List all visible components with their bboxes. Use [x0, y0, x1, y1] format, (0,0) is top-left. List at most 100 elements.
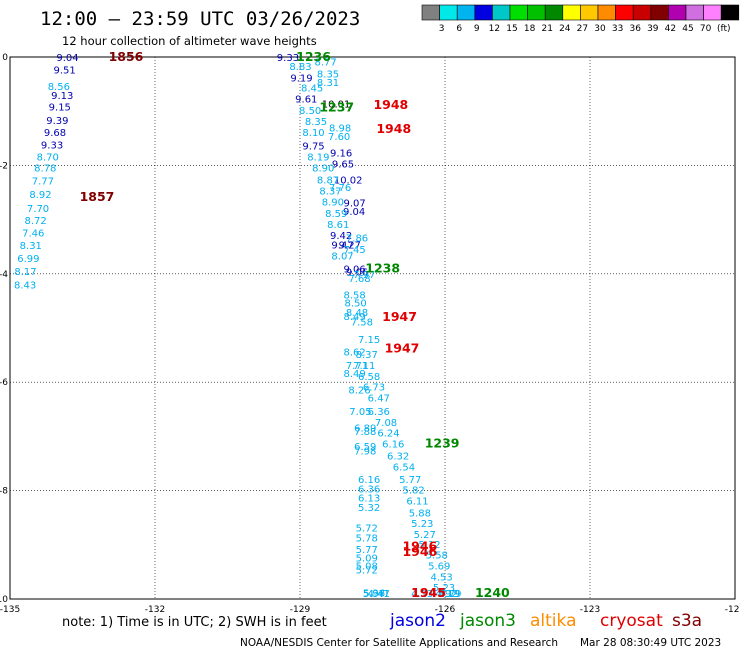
wave-height-label: 6.11: [406, 496, 428, 507]
colorbar-label: 18: [524, 24, 536, 34]
pass-time-label: 1948: [373, 97, 408, 112]
colorbar-label: 12: [489, 24, 500, 34]
wave-height-label: 8.49: [344, 369, 366, 380]
wave-height-label: 5.82: [402, 486, 424, 497]
pass-time-label: 1945: [411, 585, 446, 600]
legend-altika: altika: [530, 611, 577, 631]
wave-height-label: 7.15: [358, 335, 380, 346]
wave-height-label: 9.65: [332, 159, 354, 170]
wave-height-label: 8.35: [317, 69, 339, 80]
wave-height-label: 6.16: [382, 440, 404, 451]
wave-height-label: 5.08: [356, 561, 378, 572]
x-tick-label: -126: [435, 605, 456, 615]
wave-height-label: 8.87: [317, 176, 339, 187]
wave-height-label: 5.32: [358, 503, 380, 514]
colorbar-swatch: [421, 4, 440, 21]
wave-height-label: 8.45: [301, 83, 323, 94]
wave-height-label: 5.78: [356, 533, 378, 544]
wave-height-label: 6.54: [393, 462, 415, 473]
legend-s3a: s3a: [672, 611, 702, 631]
colorbar-swatch: [650, 4, 669, 21]
colorbar-swatch: [509, 4, 528, 21]
legend-jason2: jason2: [389, 611, 446, 631]
pass-time-label: 1947: [382, 309, 417, 324]
wave-height-label: 8.37: [356, 350, 378, 361]
wave-height-label: 9.42: [330, 231, 352, 242]
wave-height-label: 7.45: [344, 245, 366, 256]
wave-height-label: 5.23: [411, 519, 433, 530]
colorbar-unit: (ft): [717, 24, 731, 34]
pass-time-label: 1945: [411, 585, 446, 600]
wave-height-label: 6.13: [358, 494, 380, 505]
colorbar-label: 9: [474, 24, 480, 34]
colorbar-swatch: [615, 4, 634, 21]
wave-height-label: 6.24: [377, 429, 399, 440]
colorbar-swatch: [474, 4, 493, 21]
wave-height-label: 8.50: [299, 106, 321, 117]
colorbar-label: 36: [629, 24, 641, 34]
wave-height-label: 8.37: [319, 186, 341, 197]
pass-time-label: 1238: [365, 260, 400, 275]
wave-height-label: 5.36: [363, 589, 385, 600]
wave-height-label: 9.06: [344, 264, 366, 275]
wave-height-label: 9.06: [346, 268, 368, 279]
wave-height-label: 9.04: [343, 207, 365, 218]
wave-height-label: 6.58: [358, 372, 380, 383]
colorbar-swatch: [544, 4, 564, 21]
wave-height-label: 6.36: [368, 407, 390, 418]
wave-height-label: 4.13: [411, 589, 433, 600]
wave-height-label: 7.46: [22, 229, 44, 240]
wave-height-label: 9.51: [54, 66, 76, 77]
wave-height-label: 5.58: [426, 551, 448, 562]
wave-height-label: 10.01: [322, 100, 351, 111]
wave-height-label: 9.19: [290, 74, 312, 85]
colorbar-label: 27: [577, 24, 588, 34]
wave-height-label: 8.72: [25, 216, 47, 227]
wave-height-label: 7.05: [349, 407, 371, 418]
colorbar-swatch: [597, 4, 616, 21]
wave-height-label: 5.23: [433, 583, 455, 594]
wave-height-label: 9.47: [331, 241, 353, 252]
wave-height-label: 5.19: [438, 589, 460, 600]
wave-height-label: 4.41: [368, 589, 390, 600]
pass-time-label: 1947: [385, 341, 420, 356]
wave-height-label: 5.72: [356, 565, 378, 576]
y-tick-label: -4: [0, 270, 8, 280]
wave-height-label: 5.97: [363, 589, 385, 600]
colorbar-swatch: [632, 4, 652, 21]
colorbar-label: 33: [612, 24, 623, 34]
wave-height-label: 9.75: [302, 141, 324, 152]
colorbar-label: 3: [439, 24, 445, 34]
x-tick-label: -123: [580, 605, 600, 615]
colorbar-swatch: [703, 4, 722, 21]
wave-height-label: 5.72: [356, 524, 378, 535]
wave-height-label: 6.47: [368, 393, 390, 404]
wave-height-label: 8.19: [307, 152, 329, 163]
wave-height-label: 8.59: [325, 209, 347, 220]
wave-height-label: 8.07: [331, 251, 353, 262]
wave-height-label: 9.15: [49, 102, 71, 113]
wave-height-label: 8.48: [346, 308, 368, 319]
wave-height-label: 5.12: [418, 540, 440, 551]
wave-height-label: 8.77: [315, 57, 337, 68]
pass-time-label: 1857: [80, 189, 115, 204]
y-tick-label: -8: [0, 487, 8, 497]
wave-height-label: 8.62: [344, 347, 366, 358]
colorbar-label: 15: [506, 24, 517, 34]
wave-height-label: 8.17: [14, 267, 36, 278]
colorbar-swatch: [668, 4, 687, 21]
wave-height-label: 8.90: [312, 164, 334, 175]
colorbar-swatch: [527, 4, 546, 21]
legend-cryosat: cryosat: [600, 611, 663, 631]
pass-time-label: 1948: [376, 121, 411, 136]
wave-height-label: 8.83: [289, 62, 311, 73]
colorbar-swatch: [456, 4, 476, 21]
wave-height-label: 7.71: [346, 361, 368, 372]
wave-height-label: 8.70: [37, 152, 59, 163]
pass-time-label: 1239: [425, 436, 460, 451]
pass-time-label: 1946: [402, 544, 437, 559]
pass-time-label: 1240: [475, 585, 510, 600]
wave-height-label: 9.39: [46, 116, 68, 127]
wave-height-label: 7.88: [354, 427, 376, 438]
wave-height-label: 4.79: [439, 589, 461, 600]
